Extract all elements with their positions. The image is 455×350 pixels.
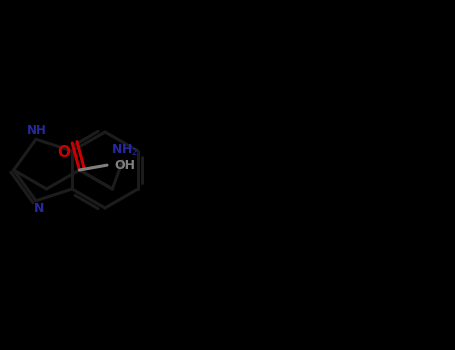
- Text: NH: NH: [27, 124, 47, 137]
- Text: N: N: [34, 202, 44, 215]
- Text: NH$_2$: NH$_2$: [111, 143, 138, 158]
- Text: O: O: [58, 146, 71, 160]
- Text: OH: OH: [115, 159, 136, 172]
